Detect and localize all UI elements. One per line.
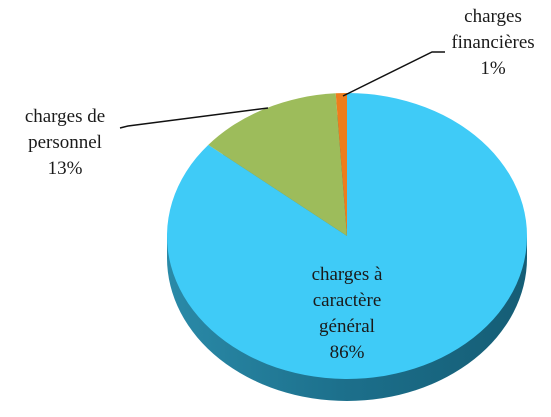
slice-label: charges de personnel	[25, 106, 105, 153]
pie-slice	[335, 93, 347, 236]
leader-line	[342, 51, 445, 97]
slice-label: charges financières	[451, 6, 534, 53]
value-label: 13%	[48, 158, 83, 179]
value-label: 86%	[330, 342, 365, 363]
pie-slice	[208, 93, 347, 236]
value-label: 1%	[480, 58, 506, 79]
slice-label: charges à caractère général	[312, 264, 383, 337]
leader-line	[119, 107, 269, 129]
